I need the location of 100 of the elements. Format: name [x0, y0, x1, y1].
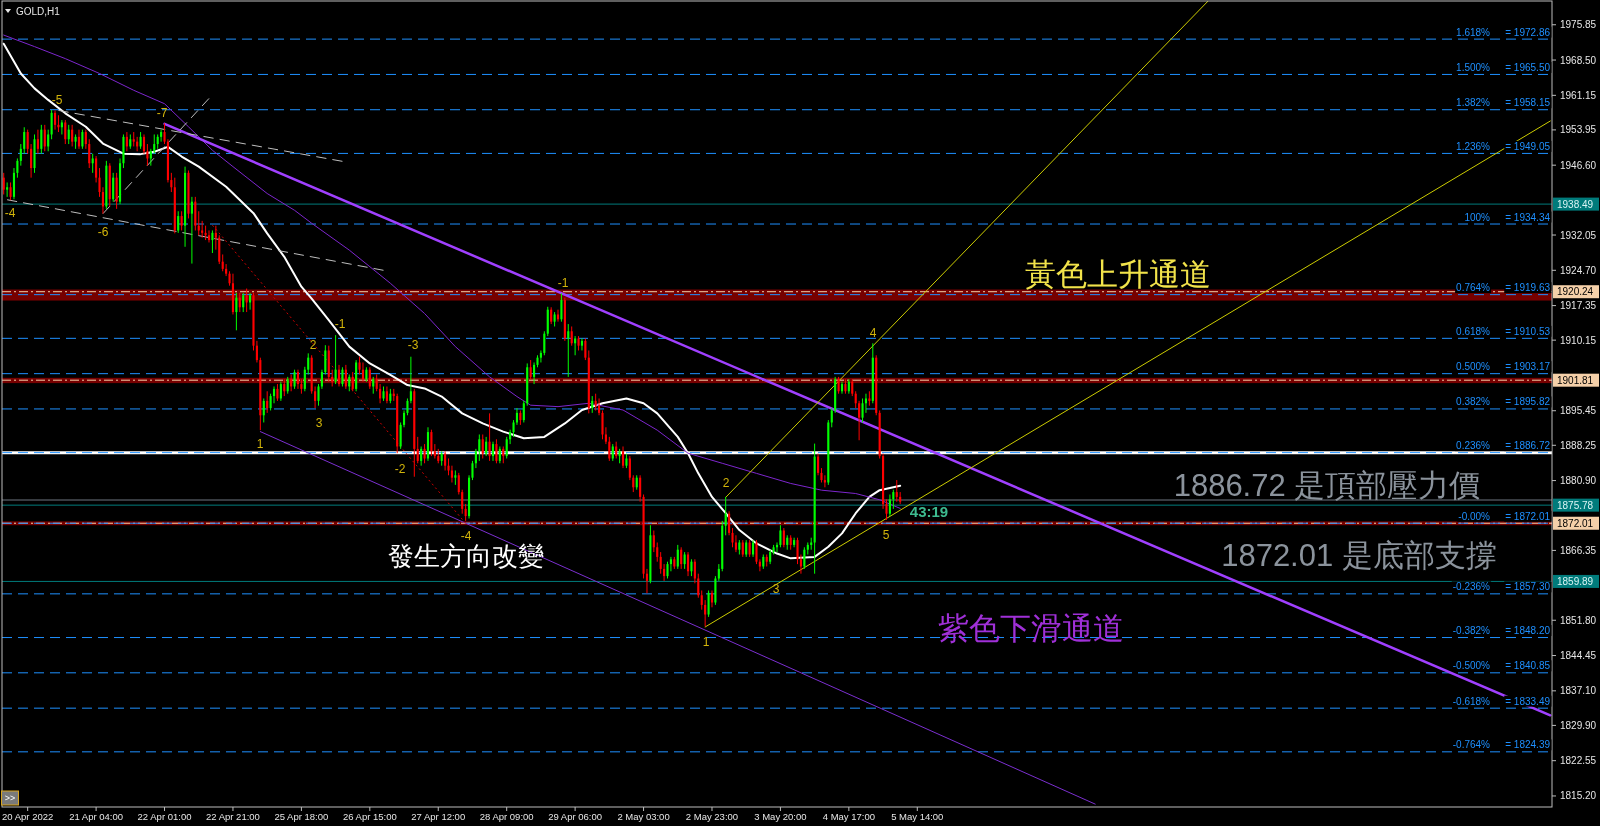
- candlestick: [71, 124, 74, 147]
- x-tick-label: 28 Apr 09:00: [479, 810, 534, 822]
- candlestick: [245, 288, 248, 313]
- ref-line-label: 1901.81: [1557, 374, 1594, 386]
- candlestick: [160, 129, 163, 143]
- candlestick: [238, 292, 241, 313]
- annotation: 1872.01 是底部支撐: [1221, 537, 1497, 573]
- ref-line-label: 1875.78: [1557, 499, 1594, 511]
- annotation: 5: [882, 528, 890, 542]
- candlestick: [341, 366, 344, 387]
- annotation: 2: [309, 338, 317, 352]
- y-tick-label: 1851.80: [1560, 614, 1597, 626]
- annotation: 1: [256, 437, 264, 451]
- annotation: -1: [557, 276, 569, 290]
- candlestick: [779, 524, 782, 548]
- y-tick-label: 1895.45: [1560, 405, 1597, 417]
- candlestick: [888, 493, 891, 517]
- y-tick-label: 1924.70: [1560, 264, 1597, 276]
- x-tick-label: 29 Apr 06:00: [548, 810, 603, 822]
- text: -0.236% = 1857.30: [1452, 581, 1550, 593]
- annotation: -1: [334, 317, 346, 331]
- annotation: -7: [156, 106, 168, 120]
- text: 0.500% = 1903.17: [1456, 361, 1550, 373]
- candlestick: [307, 352, 310, 375]
- candlestick: [574, 335, 577, 356]
- text: 1.500% = 1965.50: [1456, 61, 1550, 73]
- candlestick: [81, 129, 84, 150]
- candlestick: [23, 126, 26, 155]
- annotation: 1: [702, 635, 710, 649]
- candlestick: [669, 556, 672, 572]
- candlestick: [125, 131, 128, 152]
- candlestick: [207, 229, 211, 243]
- candlestick: [491, 441, 495, 462]
- candlestick: [36, 129, 39, 155]
- candlestick: [334, 334, 337, 385]
- y-tick-label: 1953.95: [1560, 124, 1597, 136]
- candlestick: [60, 119, 63, 135]
- x-tick-label: 22 Apr 01:00: [137, 810, 192, 822]
- y-tick-label: 1946.60: [1560, 159, 1597, 171]
- text: -0.500% = 1840.85: [1452, 660, 1550, 672]
- candlestick: [485, 436, 488, 457]
- candlestick: [262, 397, 265, 423]
- candlestick: [416, 436, 419, 464]
- text: 1.618% = 1972.86: [1456, 26, 1550, 38]
- candlestick: [707, 590, 710, 618]
- x-tick-label: 20 Apr 2022: [2, 810, 54, 822]
- text: 100% = 1934.34: [1464, 211, 1550, 223]
- annotation: -5: [51, 93, 63, 107]
- candlestick: [584, 337, 587, 361]
- candlestick: [680, 546, 683, 570]
- candlestick: [450, 465, 454, 483]
- text: -0.618% = 1833.49: [1452, 695, 1550, 707]
- candlestick: [444, 450, 447, 471]
- candlestick: [40, 124, 43, 155]
- y-tick-label: 1815.20: [1560, 790, 1597, 802]
- text: -0.764% = 1824.39: [1452, 739, 1550, 751]
- candlestick: [652, 529, 655, 553]
- ref-line-label: 1872.01: [1557, 517, 1594, 529]
- text: 1.382% = 1958.15: [1456, 97, 1550, 109]
- candlestick: [153, 133, 156, 155]
- text: 0.236% = 1886.72: [1456, 440, 1550, 452]
- candlestick: [423, 443, 426, 464]
- candlestick: [112, 172, 115, 203]
- candlestick: [180, 210, 183, 231]
- candlestick: [115, 172, 118, 210]
- y-tick-label: 1880.90: [1560, 475, 1597, 487]
- annotation: -4: [460, 529, 472, 543]
- candlestick: [50, 109, 53, 140]
- candlestick: [303, 366, 306, 392]
- candlestick: [6, 181, 9, 198]
- x-tick-label: 26 Apr 15:00: [342, 810, 397, 822]
- text: GOLD,H1: [16, 5, 61, 17]
- candlestick: [235, 292, 238, 331]
- annotation: 紫色下滑通道: [938, 610, 1124, 646]
- y-tick-label: 1844.45: [1560, 650, 1597, 662]
- candlestick: [782, 527, 785, 548]
- y-tick-label: 1866.35: [1560, 544, 1597, 556]
- candlestick: [337, 364, 341, 387]
- ref-line-label: 1938.49: [1557, 198, 1594, 210]
- candlestick: [570, 325, 573, 347]
- ref-line-label: 1859.89: [1557, 575, 1594, 587]
- candlestick: [279, 381, 282, 402]
- candlestick: [2, 172, 5, 195]
- annotation: -6: [97, 225, 109, 239]
- candlestick: [529, 359, 532, 380]
- candlestick: [546, 306, 549, 337]
- candlestick: [495, 438, 498, 464]
- y-tick-label: 1917.35: [1560, 300, 1597, 312]
- candlestick: [830, 407, 833, 428]
- candlestick: [522, 400, 525, 423]
- annotation: -3: [407, 338, 419, 352]
- candlestick: [488, 412, 491, 462]
- y-tick-label: 1975.85: [1560, 19, 1597, 31]
- candlestick: [560, 292, 563, 323]
- x-tick-label: 2 May 23:00: [685, 810, 739, 822]
- annotation: 2: [722, 476, 730, 490]
- candlestick: [293, 369, 296, 390]
- y-tick-label: 1932.05: [1560, 229, 1597, 241]
- candlestick: [190, 196, 193, 265]
- annotation: >>: [4, 793, 16, 803]
